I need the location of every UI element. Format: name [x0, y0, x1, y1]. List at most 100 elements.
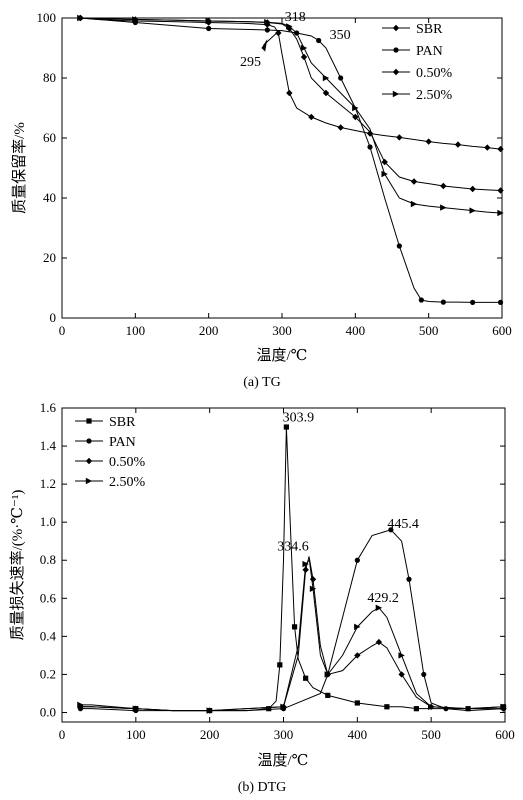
tg-y-tick-label: 100: [37, 10, 57, 25]
dtg-data-point: [302, 566, 309, 573]
dtg-annotation: 445.4: [387, 517, 419, 532]
dtg-y-tick-label: 1.0: [40, 514, 56, 529]
tg-data-point: [300, 53, 308, 61]
tg-data-point: [469, 185, 476, 193]
tg-series-group: [77, 14, 504, 305]
dtg-y-axis-label: 质量损失速率/(%·℃⁻¹): [9, 490, 26, 641]
tg-x-axis-label: 温度/℃: [257, 347, 308, 364]
tg-x-tick-label: 500: [419, 323, 439, 338]
tg-data-point: [469, 207, 476, 214]
dtg-legend-marker: [86, 418, 92, 424]
tg-data-point: [264, 27, 270, 33]
dtg-caption: (b) DTG: [238, 780, 287, 795]
dtg-x-axis-label: 温度/℃: [258, 752, 309, 769]
tg-data-point: [440, 204, 447, 211]
dtg-data-point: [77, 701, 84, 709]
tg-data-point: [286, 89, 293, 97]
tg-data-point: [484, 144, 491, 151]
tg-legend-marker: [393, 47, 399, 53]
tg-data-point: [322, 89, 330, 97]
tg-series-line-1: [80, 17, 501, 303]
dtg-y-tick-label: 0.6: [40, 590, 57, 605]
dtg-panel: 0 100 200 300 400 500 600 0.0 0.2 0.4 0.6 0.8 1.0 1.2…: [9, 400, 515, 795]
tg-y-axis-label: 质量保留率/%: [11, 122, 28, 214]
dtg-y-tick-label: 1.6: [40, 400, 57, 415]
dtg-data-point: [384, 704, 390, 710]
dtg-y-tick-label: 1.4: [40, 438, 57, 453]
dtg-data-point: [375, 604, 383, 612]
dtg-series-line-2: [80, 556, 504, 712]
tg-data-point: [440, 182, 447, 190]
tg-data-point: [77, 14, 84, 22]
tg-data-point: [300, 44, 308, 52]
dtg-legend: SBR PAN 0.50% 2.50%: [75, 415, 146, 490]
tg-annotation: 295: [240, 55, 261, 70]
dtg-x-tick-label: 100: [126, 727, 146, 742]
tg-legend-label: 0.50%: [416, 66, 453, 81]
tg-data-point: [440, 299, 446, 305]
dtg-data-point: [291, 624, 298, 630]
dtg-x-tick-label: 200: [200, 727, 220, 742]
dtg-x-tick-label: 0: [59, 727, 66, 742]
dtg-data-point: [309, 576, 317, 583]
dtg-series-line-3: [80, 559, 504, 712]
tg-data-point: [497, 145, 504, 153]
tg-data-point: [316, 37, 322, 44]
tg-y-tick-label: 0: [50, 310, 57, 325]
dtg-legend-label: SBR: [109, 415, 136, 430]
tg-data-point: [264, 19, 271, 26]
dtg-legend-label: PAN: [109, 435, 136, 450]
tg-data-point: [132, 16, 139, 23]
dtg-data-point: [388, 527, 394, 533]
tg-legend-marker: [392, 68, 400, 76]
tg-data-point: [396, 134, 403, 141]
tg-x-tick-label: 100: [126, 323, 146, 338]
dtg-legend-marker: [85, 477, 93, 485]
tg-data-point: [470, 299, 476, 305]
dtg-data-point: [427, 703, 435, 710]
tg-annotation: 318: [285, 10, 306, 25]
tg-x-tick-label: 300: [272, 323, 292, 338]
dtg-y-tick-label: 0.0: [40, 704, 56, 719]
dtg-x-tick-label: 400: [348, 727, 368, 742]
dtg-legend-label: 2.50%: [109, 475, 146, 490]
dtg-data-point: [206, 707, 213, 714]
dtg-x-tick-label: 300: [274, 727, 294, 742]
tg-y-tick-label: 20: [43, 250, 56, 265]
tg-data-point: [338, 75, 344, 81]
tg-data-point: [381, 170, 388, 178]
tg-x-tick-label: 400: [346, 323, 366, 338]
tg-data-point: [418, 297, 424, 303]
tg-x-tick-label: 600: [492, 323, 512, 338]
dtg-x-tick-label: 600: [495, 727, 515, 742]
tg-legend-label: 2.50%: [416, 88, 453, 103]
dtg-annotations: 303.9 334.6 445.4 429.2: [277, 410, 419, 606]
tg-data-point: [308, 113, 315, 121]
dtg-annotation: 429.2: [367, 591, 399, 606]
dtg-y-tick-label: 0.2: [40, 666, 56, 681]
tg-data-point: [367, 144, 373, 150]
tg-data-point: [381, 158, 388, 166]
dtg-axis-ticks: 0 100 200 300 400 500 600 0.0 0.2 0.4 0.6 0.8 1.0 1.2…: [40, 400, 515, 742]
dtg-series-group: [77, 424, 507, 714]
dtg-data-point: [302, 560, 309, 568]
dtg-y-tick-label: 0.8: [40, 552, 56, 567]
dtg-data-point: [354, 700, 360, 706]
tg-panel: 0 100 200 300 400 500 600 0 20 40 60 80 100 318 350 29…: [11, 10, 512, 390]
tg-data-point: [352, 104, 359, 112]
dtg-data-point: [413, 706, 419, 712]
tg-data-point: [410, 200, 418, 208]
dtg-legend-marker: [85, 457, 93, 465]
dtg-legend-marker: [86, 438, 92, 444]
tg-legend-marker: [392, 24, 400, 32]
tg-data-point: [337, 124, 344, 131]
tg-legend: SBR PAN 0.50% 2.50%: [382, 22, 453, 103]
dtg-annotation: 303.9: [283, 410, 315, 425]
dtg-data-point: [398, 671, 405, 678]
tg-x-tick-label: 200: [199, 323, 219, 338]
tg-legend-label: SBR: [416, 22, 443, 37]
dtg-data-point: [421, 671, 427, 678]
dtg-data-point: [132, 705, 140, 712]
tg-data-point: [286, 23, 293, 30]
